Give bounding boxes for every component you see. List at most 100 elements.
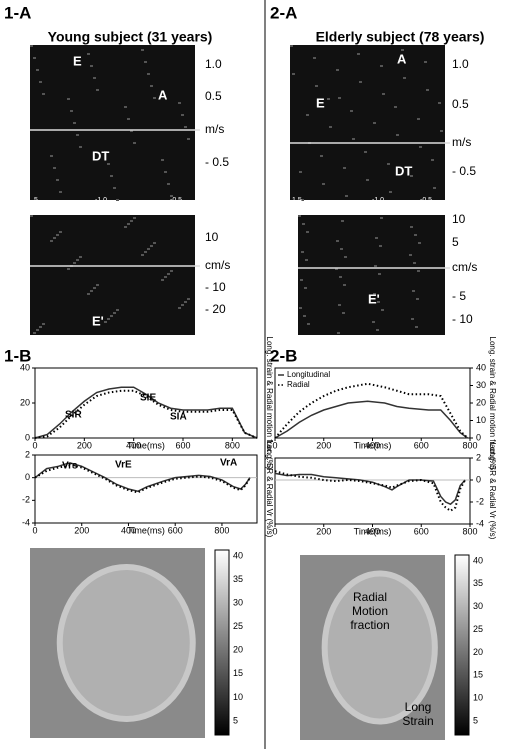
speckle (70, 110, 73, 112)
speckle (357, 53, 360, 55)
speckle (164, 171, 167, 173)
panel-label: 1-A (4, 3, 31, 22)
speckle (301, 199, 304, 201)
speckle (150, 85, 153, 87)
speckle (181, 304, 184, 306)
speckle (299, 307, 302, 309)
y-tick-label: 0 (476, 474, 481, 484)
colorbar (454, 554, 470, 736)
x-tick-label: 800 (462, 440, 477, 450)
speckle (87, 53, 90, 55)
speckle (307, 323, 310, 325)
x-tick-label: 0 (32, 525, 37, 535)
x-tick-label: 200 (316, 526, 331, 536)
speckle (424, 61, 427, 63)
speckle (320, 155, 323, 157)
speckle (382, 93, 385, 95)
speckle (345, 195, 348, 197)
panel-label: 2-A (270, 3, 297, 22)
speckle (167, 183, 170, 185)
speckle (336, 240, 339, 242)
speckle (124, 226, 127, 228)
x-axis-label: Time(ms) (354, 526, 392, 536)
speckle (413, 262, 416, 264)
speckle (56, 234, 59, 236)
speckle (416, 298, 419, 300)
colorbar-tick: 40 (473, 555, 483, 565)
x-tick-label: 0 (272, 440, 277, 450)
legend-entry: Longitudinal (287, 370, 330, 379)
speckle (350, 110, 353, 112)
speckle (339, 276, 342, 278)
x-tick-label: 0 (32, 440, 37, 450)
speckle (33, 332, 36, 334)
speckle (418, 242, 421, 244)
speckle (56, 179, 59, 181)
speckle (343, 284, 346, 286)
colorbar-tick: 15 (233, 668, 243, 678)
peak-label: DT (92, 148, 109, 163)
plot-frame (34, 454, 258, 524)
series-line (274, 472, 466, 506)
speckle (396, 134, 399, 136)
speckle (93, 77, 96, 79)
scale-label: cm/s (452, 260, 477, 274)
speckle (305, 259, 308, 261)
speckle (438, 102, 441, 104)
speckle (67, 98, 70, 100)
scale-label: - 10 (205, 280, 226, 294)
scale-label: - 0.5 (205, 155, 229, 169)
colorbar-tick: 40 (233, 550, 243, 560)
colorbar-tick: 10 (233, 692, 243, 702)
speckle (412, 290, 415, 292)
speckle (107, 318, 110, 320)
speckle (30, 45, 33, 47)
speckle (410, 226, 413, 228)
colorbar-tick: 5 (473, 715, 478, 725)
speckle (306, 114, 309, 116)
time-label: -0.5 (170, 197, 182, 204)
speckle (313, 57, 316, 59)
speckle (387, 163, 390, 165)
speckle (366, 179, 369, 181)
x-tick-label: 400 (121, 525, 136, 535)
speckle (389, 191, 392, 193)
time-label: 1.5 (292, 197, 302, 204)
speckle (161, 279, 164, 281)
chart-annotation: SIA (170, 412, 187, 423)
speckle (67, 268, 70, 270)
y-tick-label: -2 (22, 495, 30, 505)
speckle (127, 223, 130, 225)
speckle (381, 309, 384, 311)
speckle (303, 315, 306, 317)
speckle (184, 301, 187, 303)
series-line (274, 470, 466, 513)
peak-label: A (397, 51, 407, 66)
speckle (79, 256, 82, 258)
speckle (373, 122, 376, 124)
scale-label: 1.0 (205, 57, 222, 71)
speckle (133, 217, 136, 219)
x-tick-label: 0 (272, 526, 277, 536)
scale-label: - 10 (452, 312, 473, 326)
speckle (322, 183, 325, 185)
legend-entry: Radial (287, 380, 310, 389)
x-tick-label: 800 (225, 440, 240, 450)
peak-label: E' (92, 313, 104, 328)
speckle (79, 146, 82, 148)
speckle (153, 242, 156, 244)
speckle (380, 217, 383, 219)
x-tick-label: 400 (126, 440, 141, 450)
y-tick-label: -4 (22, 517, 30, 527)
speckle (116, 309, 119, 311)
speckle (375, 237, 378, 239)
heart-region (321, 570, 438, 725)
x-axis-label: Time(ms) (127, 440, 165, 450)
series-line (34, 464, 251, 494)
peak-label: DT (395, 163, 412, 178)
speckle (113, 187, 116, 189)
speckle (338, 304, 341, 306)
speckle (110, 175, 113, 177)
speckle (373, 293, 376, 295)
